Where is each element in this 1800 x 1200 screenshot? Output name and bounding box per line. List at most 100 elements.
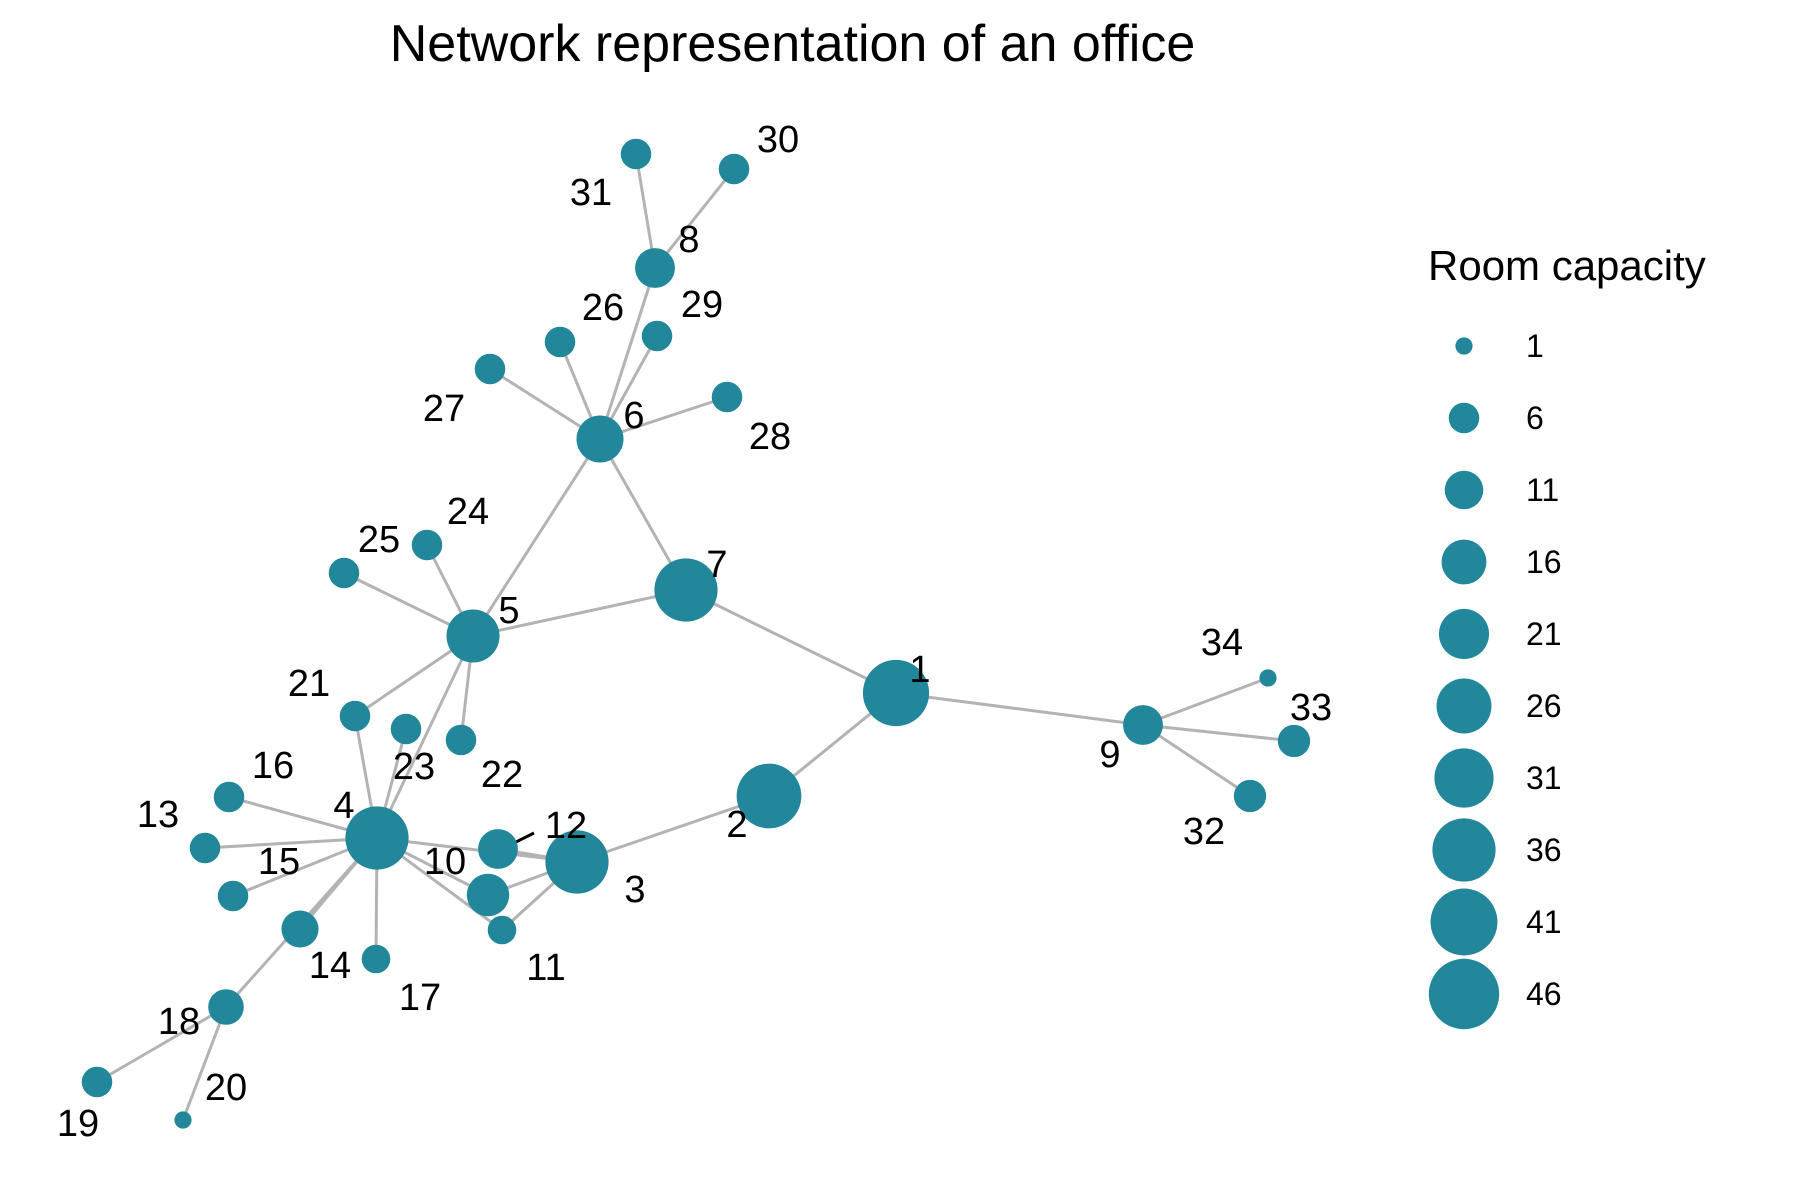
edge-5-6: [471, 438, 602, 637]
node-label-34: 34: [1201, 622, 1243, 664]
edge-5-7: [472, 588, 687, 638]
node-14: [281, 910, 319, 948]
edge-1-9: [895, 691, 1144, 727]
node-label-26: 26: [582, 287, 624, 329]
edge-18-19: [96, 1005, 227, 1084]
legend-label-31: 31: [1526, 760, 1562, 796]
node-label-27: 27: [423, 388, 465, 430]
node-label-23: 23: [393, 746, 435, 788]
node-label-13: 13: [137, 794, 179, 836]
legend-swatch-6: [1448, 402, 1480, 434]
legend-swatch-1: [1455, 337, 1473, 355]
legend-label-36: 36: [1526, 832, 1562, 868]
node-17: [361, 944, 391, 974]
legend-swatch-31: [1434, 748, 1494, 808]
node-2: [736, 763, 802, 829]
legend-swatch-11: [1444, 470, 1484, 510]
legend-title: Room capacity: [1428, 242, 1706, 289]
node-label-2: 2: [726, 804, 747, 846]
node-20: [174, 1111, 192, 1129]
node-13: [189, 832, 221, 864]
node-11: [487, 915, 517, 945]
node-32: [1233, 779, 1267, 813]
node-30: [718, 153, 750, 185]
node-10: [466, 873, 510, 917]
node-label-9: 9: [1099, 734, 1120, 776]
node-label-16: 16: [252, 745, 294, 787]
edge-4-5: [375, 635, 475, 839]
node-label-17: 17: [399, 977, 441, 1019]
legend-swatch-46: [1428, 958, 1500, 1030]
legend-label-11: 11: [1526, 472, 1559, 508]
node-label-7: 7: [706, 544, 727, 586]
node-29: [641, 320, 673, 352]
node-label-22: 22: [481, 754, 523, 796]
edge-9-34: [1142, 676, 1269, 727]
node-label-18: 18: [158, 1001, 200, 1043]
node-31: [620, 138, 652, 170]
node-24: [411, 529, 443, 561]
node-5: [446, 609, 500, 663]
node-label-14: 14: [309, 945, 351, 987]
node-label-28: 28: [749, 416, 791, 458]
node-label-19: 19: [57, 1103, 99, 1145]
edge-8-30: [653, 168, 736, 269]
edge-6-8: [598, 267, 657, 440]
node-19: [81, 1066, 113, 1098]
node-label-10: 10: [424, 841, 466, 883]
edge-3-4: [376, 836, 578, 864]
node-label-21: 21: [288, 663, 330, 705]
legend-swatch-16: [1441, 539, 1487, 585]
legend-label-16: 16: [1526, 544, 1562, 580]
node-1: [862, 659, 930, 727]
node-23: [390, 713, 422, 745]
node-9: [1123, 705, 1163, 745]
node-label-33: 33: [1290, 687, 1332, 729]
node-28: [711, 381, 743, 413]
node-22: [445, 724, 477, 756]
edge-9-32: [1142, 723, 1251, 798]
node-label-3: 3: [624, 869, 645, 911]
node-label-32: 32: [1183, 811, 1225, 853]
node-label-12: 12: [545, 805, 587, 847]
legend-label-1: 1: [1526, 328, 1544, 364]
node-label-11: 11: [526, 947, 565, 989]
node-label-24: 24: [447, 491, 489, 533]
node-label-5: 5: [498, 590, 519, 632]
node-3: [545, 830, 609, 894]
node-6: [576, 415, 624, 463]
legend-swatch-36: [1432, 818, 1496, 882]
node-25: [328, 557, 360, 589]
edge-1-7: [685, 588, 897, 695]
node-26: [544, 326, 576, 358]
legend-label-6: 6: [1526, 400, 1544, 436]
node-18: [208, 989, 244, 1025]
node-4: [345, 806, 409, 870]
node-27: [474, 353, 506, 385]
legend-swatch-21: [1438, 608, 1490, 660]
node-12: [478, 829, 518, 869]
node-7: [654, 558, 718, 622]
node-34: [1259, 669, 1277, 687]
legend-label-26: 26: [1526, 688, 1562, 724]
chart-title: Network representation of an office: [389, 15, 1196, 73]
node-labels-layer: 1234567891011121314151617181920212223242…: [57, 119, 1332, 1145]
node-label-29: 29: [681, 284, 723, 326]
edge-18-20: [181, 1006, 228, 1121]
legend-swatch-41: [1430, 888, 1498, 956]
legend-label-41: 41: [1526, 904, 1562, 940]
legend-label-46: 46: [1526, 976, 1562, 1012]
node-label-6: 6: [623, 395, 644, 437]
node-21: [339, 700, 371, 732]
nodes-layer: [81, 138, 1311, 1129]
legend-swatch-26: [1436, 678, 1492, 734]
node-15: [217, 880, 249, 912]
legend-label-21: 21: [1526, 616, 1562, 652]
node-label-25: 25: [358, 519, 400, 561]
node-label-8: 8: [678, 219, 699, 261]
node-label-15: 15: [258, 841, 300, 883]
node-label-1: 1: [909, 649, 930, 691]
edge-9-33: [1142, 723, 1295, 743]
